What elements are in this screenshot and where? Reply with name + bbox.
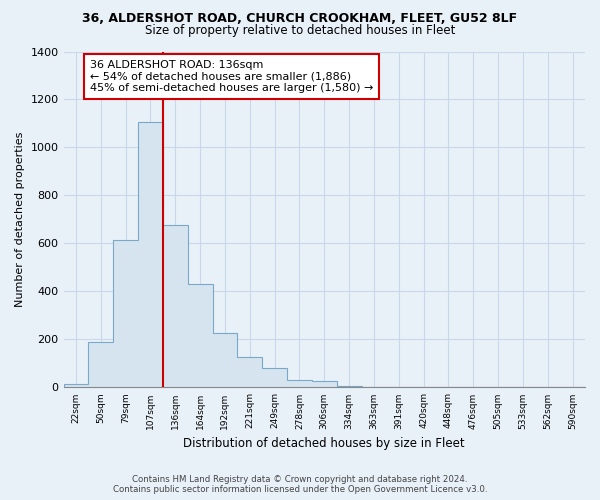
Y-axis label: Number of detached properties: Number of detached properties [15, 132, 25, 307]
Text: 36, ALDERSHOT ROAD, CHURCH CROOKHAM, FLEET, GU52 8LF: 36, ALDERSHOT ROAD, CHURCH CROOKHAM, FLE… [82, 12, 518, 26]
X-axis label: Distribution of detached houses by size in Fleet: Distribution of detached houses by size … [184, 437, 465, 450]
Text: Size of property relative to detached houses in Fleet: Size of property relative to detached ho… [145, 24, 455, 37]
Text: 36 ALDERSHOT ROAD: 136sqm
← 54% of detached houses are smaller (1,886)
45% of se: 36 ALDERSHOT ROAD: 136sqm ← 54% of detac… [89, 60, 373, 93]
Text: Contains HM Land Registry data © Crown copyright and database right 2024.
Contai: Contains HM Land Registry data © Crown c… [113, 474, 487, 494]
